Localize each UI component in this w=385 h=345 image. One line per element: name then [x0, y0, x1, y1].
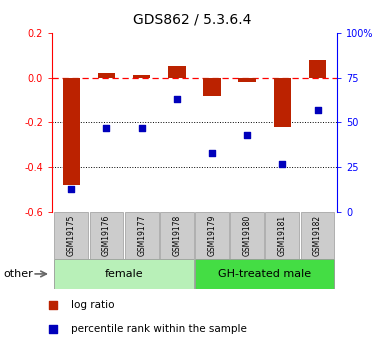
Point [50, 302, 56, 308]
Bar [274, 78, 291, 127]
Point [104, 125, 110, 131]
Text: GH-treated male: GH-treated male [218, 269, 311, 279]
Bar [168, 66, 186, 78]
Point [279, 161, 285, 167]
Point [174, 96, 180, 102]
Bar [309, 60, 326, 78]
Bar [230, 212, 264, 259]
Text: GSM19176: GSM19176 [102, 215, 111, 256]
Bar [54, 212, 88, 259]
Text: GSM19182: GSM19182 [313, 215, 322, 256]
Bar [90, 212, 123, 259]
Point [315, 107, 321, 113]
Bar [54, 259, 194, 289]
Bar [203, 78, 221, 96]
Text: female: female [105, 269, 143, 279]
Bar [98, 73, 115, 78]
Bar [62, 78, 80, 185]
Text: GSM19180: GSM19180 [243, 215, 252, 256]
Bar [266, 212, 299, 259]
Point [50, 326, 56, 332]
Text: GSM19181: GSM19181 [278, 215, 287, 256]
Point [209, 150, 215, 156]
Bar [301, 212, 335, 259]
Bar [133, 75, 151, 78]
Bar [195, 212, 229, 259]
Text: GSM19178: GSM19178 [172, 215, 181, 256]
Text: GSM19179: GSM19179 [208, 215, 216, 256]
Text: GDS862 / 5.3.6.4: GDS862 / 5.3.6.4 [133, 12, 252, 26]
Point [244, 132, 250, 138]
Point [68, 186, 74, 191]
Text: log ratio: log ratio [71, 300, 115, 310]
Bar [125, 212, 159, 259]
Bar [238, 78, 256, 82]
Text: percentile rank within the sample: percentile rank within the sample [71, 324, 247, 334]
Text: GSM19175: GSM19175 [67, 215, 76, 256]
Text: other: other [4, 269, 33, 279]
Bar [160, 212, 194, 259]
Point [139, 125, 145, 131]
Text: GSM19177: GSM19177 [137, 215, 146, 256]
Bar [195, 259, 335, 289]
